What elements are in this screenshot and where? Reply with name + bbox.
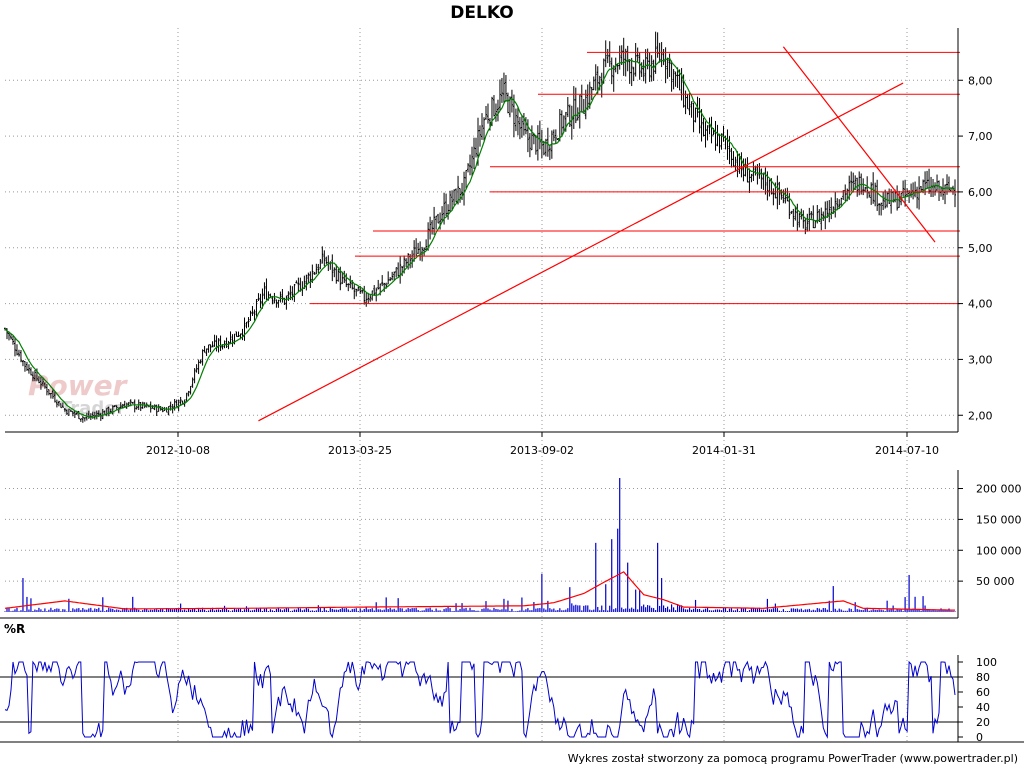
oscillator-label: %R <box>4 622 25 636</box>
volume-plot <box>4 478 956 612</box>
price-tick-label: 8,00 <box>968 74 993 87</box>
volume-tick-label: 100 000 <box>976 544 1022 557</box>
osc-tick-label: 20 <box>976 716 990 729</box>
price-tick-label: 3,00 <box>968 353 993 366</box>
date-tick-label: 2013-03-25 <box>328 444 392 457</box>
oscillator-plot <box>4 660 956 739</box>
volume-tick-label: 50 000 <box>976 575 1015 588</box>
date-tick-label: 2014-07-10 <box>875 444 939 457</box>
price-tick-label: 2,00 <box>968 409 993 422</box>
volume-tick-label: 150 000 <box>976 513 1022 526</box>
price-tick-label: 7,00 <box>968 130 993 143</box>
williams-r-line <box>4 660 956 739</box>
osc-tick-label: 40 <box>976 701 990 714</box>
moving-average-line <box>4 57 956 418</box>
volume-tick-label: 200 000 <box>976 483 1022 496</box>
price-annotations <box>258 46 960 422</box>
trendline <box>258 82 904 422</box>
price-plot <box>4 31 956 423</box>
date-tick-label: 2012-10-08 <box>146 444 210 457</box>
osc-tick-label: 100 <box>976 656 997 669</box>
grid-lines <box>0 28 958 742</box>
chart-title: DELKO <box>450 3 513 23</box>
price-tick-label: 5,00 <box>968 242 993 255</box>
price-tick-label: 6,00 <box>968 186 993 199</box>
footer-credit: Wykres został stworzony za pomocą progra… <box>568 752 1018 765</box>
osc-tick-label: 0 <box>976 731 983 744</box>
trendline <box>782 46 936 243</box>
date-tick-label: 2013-09-02 <box>510 444 574 457</box>
osc-tick-label: 60 <box>976 686 990 699</box>
date-tick-label: 2014-01-31 <box>692 444 756 457</box>
osc-tick-label: 80 <box>976 671 990 684</box>
volume-average-line <box>4 571 955 611</box>
axes: 2,00 3,00 4,00 5,00 6,00 7,00 8,00 2012-10-08 20… <box>0 28 1024 744</box>
price-tick-label: 4,00 <box>968 298 993 311</box>
